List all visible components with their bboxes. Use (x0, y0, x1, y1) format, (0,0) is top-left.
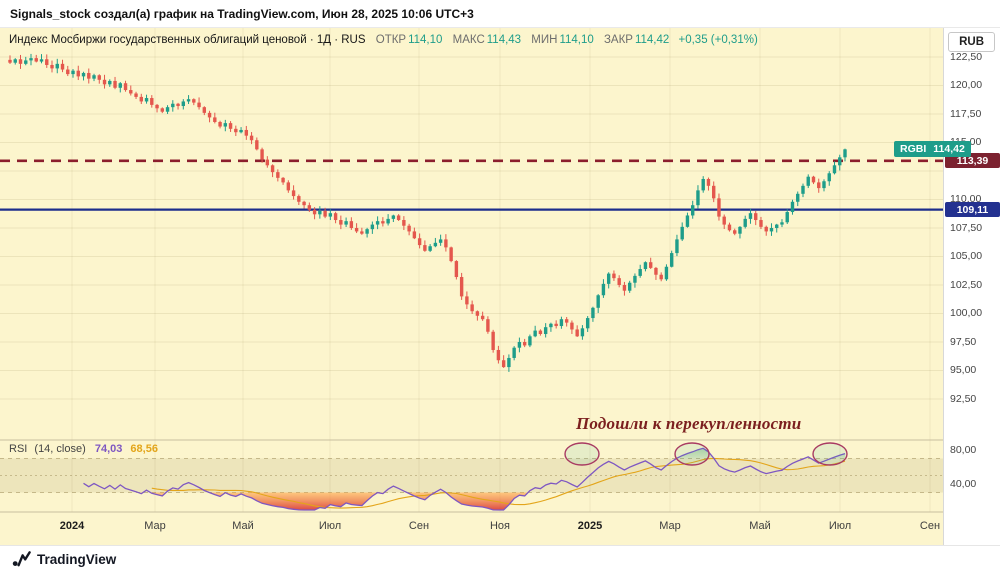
brand-name[interactable]: TradingView (37, 552, 117, 567)
time-tick: Май (232, 520, 254, 532)
gridlines (0, 28, 943, 512)
price-tick: 120,00 (950, 79, 983, 91)
price-scale[interactable]: 122,50120,00117,50115,00110,00107,50105,… (943, 28, 1000, 545)
price-tick: 95,00 (950, 364, 977, 376)
symbol-tag: RGBI (900, 143, 927, 156)
rsi-label[interactable]: RSI (9, 443, 28, 455)
time-tick: Сен (408, 520, 430, 532)
high-label: МАКС (452, 34, 485, 46)
resistance-price-label: 113,39 (945, 153, 1000, 169)
candlestick-chart[interactable] (0, 28, 943, 545)
price-tick: 100,00 (950, 307, 983, 319)
header-bar: Signals_stock создал(а) график на Tradin… (0, 0, 1000, 28)
rsi-current-value: 74,03 (94, 443, 123, 455)
price-tick: 122,50 (950, 50, 983, 63)
open-label: ОТКР (375, 34, 407, 46)
tradingview-logo-icon[interactable] (12, 551, 31, 568)
rsi-signal-value: 68,56 (130, 443, 158, 455)
time-tick: Ноя (489, 520, 511, 532)
price-tick: 92,50 (950, 392, 977, 405)
currency-button[interactable]: RUB (948, 32, 995, 52)
footer-bar: TradingView (0, 545, 1000, 573)
chart-region: Индекс Мосбиржи государственных облигаци… (0, 28, 1000, 545)
overbought-ellipse (812, 442, 848, 466)
price-tick: 105,00 (950, 250, 983, 262)
symbol-title[interactable]: Индекс Мосбиржи государственных облигаци… (9, 34, 366, 46)
price-tick: 117,50 (950, 107, 982, 120)
rsi-line (83, 447, 846, 511)
time-tick: Июл (828, 520, 852, 532)
overbought-ellipse (564, 442, 600, 466)
rsi-overbought-fill (83, 448, 845, 459)
time-tick: Мар (144, 520, 166, 532)
close-label: ЗАКР (603, 34, 633, 46)
close-value: 114,42 (634, 34, 670, 46)
time-tick: Мар (659, 520, 681, 532)
rsi-signal-line (151, 457, 846, 509)
price-tick: 102,50 (950, 278, 983, 291)
open-value: 114,10 (408, 34, 443, 46)
price-tick: 110,00 (950, 193, 982, 205)
price-tick: 97,50 (950, 335, 977, 348)
rsi-legend: RSI (14, close) 74,03 68,56 (9, 443, 158, 455)
candles (8, 53, 847, 372)
time-tick: Июл (318, 520, 342, 532)
chart-legend: Индекс Мосбиржи государственных облигаци… (9, 34, 758, 46)
price-tick: 107,50 (950, 221, 983, 234)
last-price-value: 114,42 (933, 143, 965, 156)
high-value: 114,43 (486, 34, 522, 46)
last-price-label: RGBI 114,42 (894, 141, 971, 158)
rsi-params: (14, close) (34, 443, 86, 455)
time-axis[interactable]: 2024 Мар Май Июл Сен Ноя 2025 Мар Май Июл Сен (0, 512, 943, 545)
change-value: +0,35 (+0,31%) (678, 34, 758, 46)
header-attribution: Signals_stock создал(а) график на Tradin… (10, 6, 474, 21)
time-tick: 2025 (577, 520, 603, 532)
low-value: 114,10 (559, 34, 594, 46)
low-label: МИН (531, 34, 558, 46)
rsi-scale-tick: 80,00 (950, 443, 977, 456)
annotation-text[interactable]: Подошли к перекупленности (576, 414, 802, 433)
time-tick: 2024 (59, 520, 85, 532)
overbought-ellipse (674, 442, 710, 466)
time-tick: Сен (919, 520, 941, 532)
time-tick: Май (749, 520, 771, 532)
rsi-scale-tick: 40,00 (950, 477, 977, 490)
support-price-label: 109,11 (945, 202, 1000, 218)
